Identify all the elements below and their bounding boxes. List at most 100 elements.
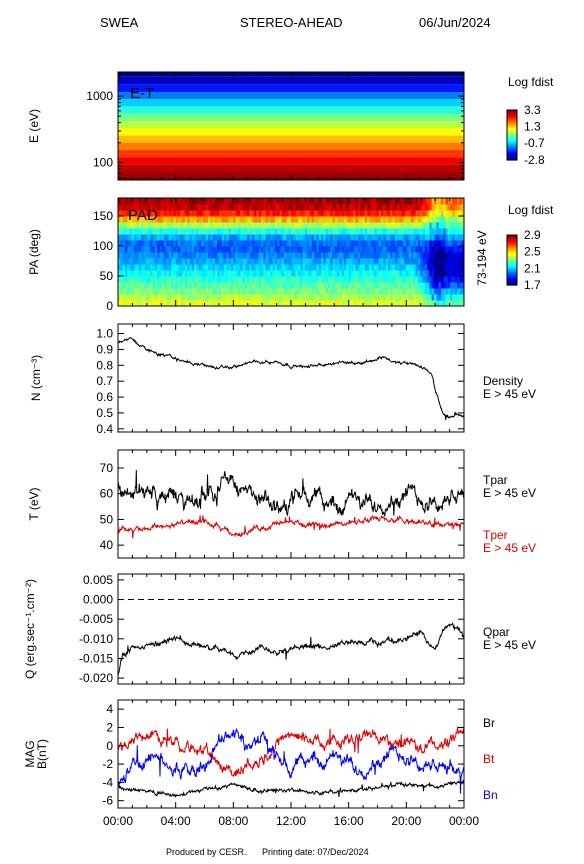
pad-cell (210, 264, 214, 271)
y-tick-label: 50 (100, 512, 114, 526)
pad-cell (445, 216, 449, 223)
pad-cell (228, 276, 232, 283)
pad-cell (387, 234, 391, 241)
pad-cell (201, 234, 204, 241)
pad-cell (450, 216, 453, 223)
pad-cell (387, 258, 391, 265)
pad-cell (233, 282, 237, 289)
pad-cell (397, 300, 400, 307)
pad-cell (256, 300, 260, 307)
pad-cell (272, 252, 276, 259)
pad-cell (300, 270, 304, 277)
pad-cell (286, 282, 290, 289)
pad-cell (320, 258, 324, 265)
colorbar-cell (507, 131, 517, 133)
pad-cell (369, 252, 373, 259)
pad-cell (203, 210, 207, 217)
pad-cell (427, 246, 430, 253)
pad-cell (323, 246, 327, 253)
pad-cell (249, 216, 253, 223)
pad-cell (380, 276, 384, 283)
pad-cell (288, 294, 292, 301)
pad-cell (408, 246, 412, 253)
pad-cell (164, 234, 167, 241)
colorbar-cell (507, 254, 517, 256)
colorbar-cell (507, 273, 517, 275)
pad-cell (445, 222, 449, 229)
series-bt-line (118, 726, 464, 778)
pad-cell (420, 282, 423, 289)
colorbar-cell (507, 276, 517, 278)
pad-cell (318, 198, 322, 205)
pad-cell (413, 216, 417, 223)
pad-cell (394, 288, 398, 295)
pad-cell (194, 282, 197, 289)
pad-cell (390, 264, 393, 271)
pad-cell (284, 210, 287, 217)
pad-cell (221, 234, 225, 241)
pad-cell (214, 252, 218, 259)
pad-cell (346, 210, 350, 217)
colorbar-cell (507, 121, 517, 123)
pad-cell (302, 246, 306, 253)
pad-cell (376, 228, 380, 235)
pad-cell (413, 288, 417, 295)
pad-cell (124, 240, 128, 247)
pad-cell (461, 222, 465, 229)
x-tick-label: 00:00 (449, 814, 479, 828)
pad-cell (457, 276, 460, 283)
pad-cell (346, 204, 350, 211)
pad-cell (177, 300, 181, 307)
pad-cell (244, 270, 248, 277)
pad-cell (265, 282, 269, 289)
pad-cell (201, 204, 204, 211)
pad-cell (427, 294, 430, 301)
pad-cell (272, 258, 276, 265)
pad-cell (291, 228, 294, 235)
pad-cell (244, 222, 248, 229)
pad-cell (284, 264, 287, 271)
pad-cell (274, 204, 278, 211)
pad-cell (408, 288, 412, 295)
pad-cell (168, 246, 172, 253)
pad-cell (175, 258, 179, 265)
pad-cell (134, 294, 137, 301)
colorbar-tick-label: 3.3 (524, 103, 541, 117)
pad-cell (166, 282, 170, 289)
pad-cell (362, 294, 366, 301)
pad-cell (184, 228, 188, 235)
pad-cell (427, 300, 430, 307)
pad-cell (154, 234, 158, 241)
pad-cell (136, 264, 140, 271)
pad-cell (247, 216, 250, 223)
pad-cell (378, 276, 382, 283)
pad-cell (394, 246, 398, 253)
colorbar-cell (507, 153, 517, 155)
pad-cell (341, 300, 345, 307)
pad-cell (424, 300, 428, 307)
pad-cell (231, 252, 234, 259)
pad-cell (357, 258, 361, 265)
y-axis-label: E (eV) (27, 109, 41, 143)
pad-cell (394, 264, 398, 271)
pad-cell (203, 258, 207, 265)
pad-cell (323, 222, 327, 229)
pad-cell (447, 240, 451, 247)
pad-cell (210, 240, 214, 247)
pad-cell (422, 276, 426, 283)
pad-cell (371, 288, 375, 295)
pad-cell (387, 294, 391, 301)
pad-cell (138, 222, 142, 229)
colorbar-cell (507, 118, 517, 120)
colorbar-cell (507, 137, 517, 139)
pad-cell (383, 246, 387, 253)
pad-cell (404, 270, 407, 277)
pad-cell (194, 204, 197, 211)
pad-cell (429, 264, 433, 271)
pad-cell (173, 240, 177, 247)
pad-cell (371, 210, 375, 217)
pad-cell (194, 264, 197, 271)
pad-cell (281, 240, 285, 247)
pad-cell (369, 246, 373, 253)
pad-cell (254, 246, 257, 253)
